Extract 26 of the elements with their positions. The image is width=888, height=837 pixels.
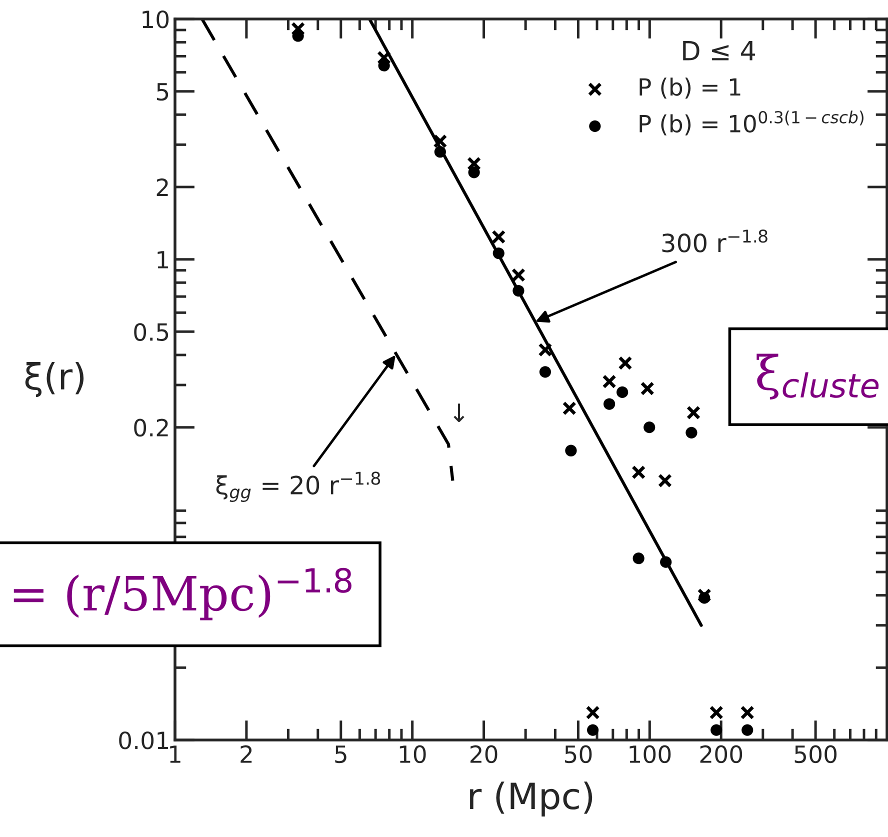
x-tick-label: 200 (700, 745, 742, 764)
x-tick-label: 10 (400, 745, 426, 764)
annotation: = (r/5Mpc)$^{−1.8}$ (14, 568, 352, 620)
y-axis-title: ξ(r) (25, 362, 84, 398)
x-axis-title: r (Mpc) (470, 782, 592, 817)
y-tick-label: 0.2 (134, 418, 168, 437)
legend-title: D ≤ 4 (683, 41, 756, 60)
x-tick-label: 100 (630, 745, 671, 764)
y-tick-label: 2 (156, 178, 168, 196)
x-tick-label: 5 (335, 746, 346, 764)
y-tick-label: 0.5 (134, 323, 168, 341)
x-tick-label: 20 (470, 745, 498, 764)
annotation: ξ$_{gg}$ = 20 r$^{−1.8}$ (216, 472, 380, 502)
y-tick-label: 5 (156, 83, 168, 101)
legend-label: P (b) = 1 (640, 78, 740, 99)
y-tick-label: 1 (158, 251, 168, 268)
x-tick-label: 500 (794, 745, 837, 764)
x-tick-label: 50 (565, 745, 592, 764)
legend-label: P (b) = 10$^{0.3(1−cscb)}$ (640, 110, 864, 136)
y-tick-label: 10 (142, 10, 169, 28)
annotation: 300 r$^{−1.8}$ (662, 229, 768, 252)
x-tick-label: 1 (170, 746, 180, 763)
y-tick-label: 0.01 (119, 731, 168, 750)
x-tick-label: 2 (240, 745, 252, 763)
annotation: ξ$_{cluste}$ (756, 354, 879, 400)
annotation: ↓ (454, 404, 464, 422)
